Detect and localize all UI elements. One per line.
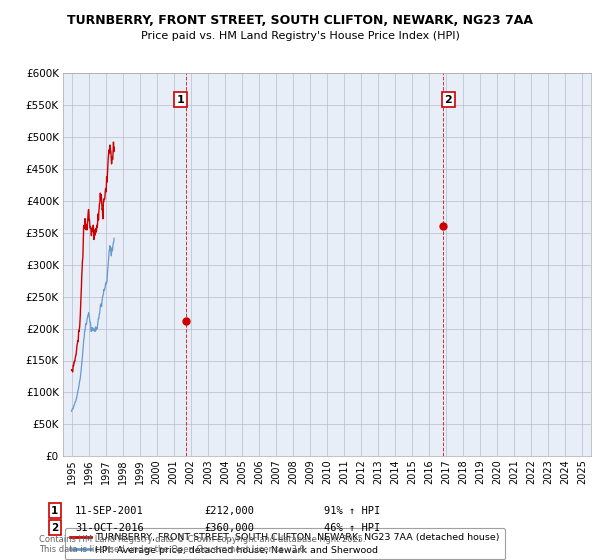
Text: 1: 1	[177, 95, 185, 105]
Legend: TURNBERRY, FRONT STREET, SOUTH CLIFTON, NEWARK, NG23 7AA (detached house), HPI: : TURNBERRY, FRONT STREET, SOUTH CLIFTON, …	[65, 528, 505, 559]
Text: 31-OCT-2016: 31-OCT-2016	[75, 522, 144, 533]
Text: 1: 1	[51, 506, 58, 516]
Text: 11-SEP-2001: 11-SEP-2001	[75, 506, 144, 516]
Text: £212,000: £212,000	[204, 506, 254, 516]
Text: £360,000: £360,000	[204, 522, 254, 533]
Text: 2: 2	[51, 522, 58, 533]
Text: Contains HM Land Registry data © Crown copyright and database right 2025.
This d: Contains HM Land Registry data © Crown c…	[39, 535, 365, 554]
Text: TURNBERRY, FRONT STREET, SOUTH CLIFTON, NEWARK, NG23 7AA: TURNBERRY, FRONT STREET, SOUTH CLIFTON, …	[67, 14, 533, 27]
Text: 46% ↑ HPI: 46% ↑ HPI	[324, 522, 380, 533]
Text: 2: 2	[445, 95, 452, 105]
Text: Price paid vs. HM Land Registry's House Price Index (HPI): Price paid vs. HM Land Registry's House …	[140, 31, 460, 41]
Text: 91% ↑ HPI: 91% ↑ HPI	[324, 506, 380, 516]
